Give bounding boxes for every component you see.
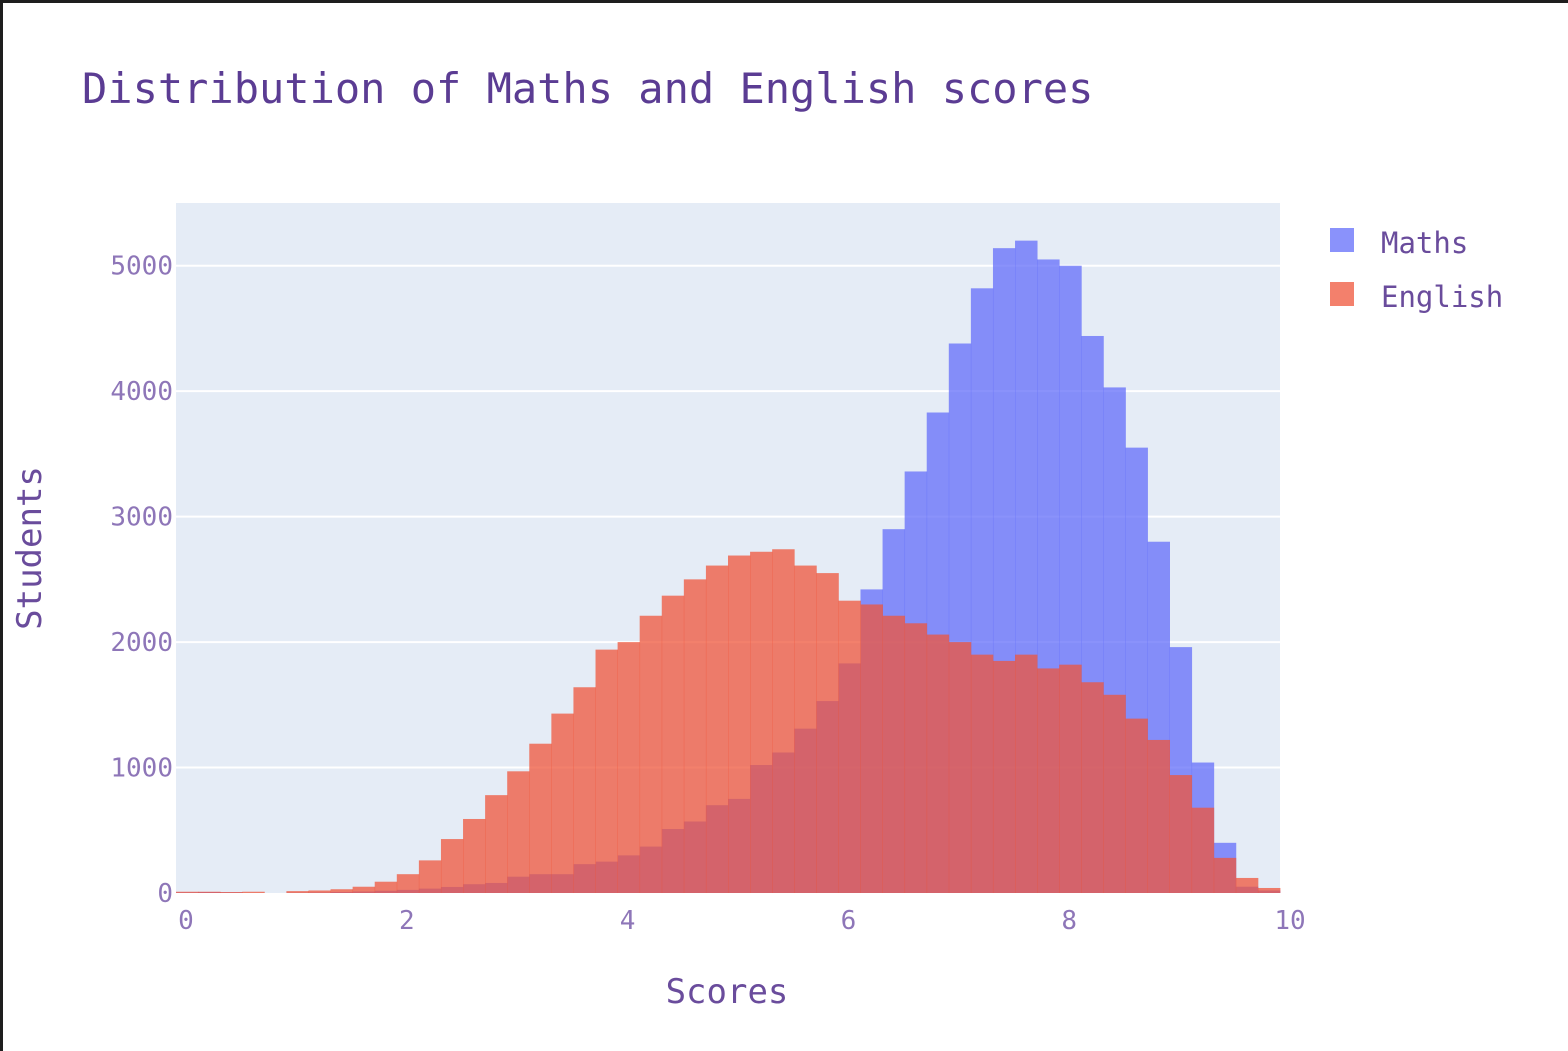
legend-swatch-english [1330,282,1354,306]
bar-english [705,565,729,893]
bar-english [772,549,795,893]
bar-english [1257,887,1281,893]
bar-english [595,649,618,893]
chart-title: Distribution of Maths and English scores [82,64,1093,113]
bar-english [661,595,685,893]
bar-english [816,573,839,893]
bar-english [860,604,883,893]
bar-english [794,565,817,893]
bar-english [551,713,574,893]
x-tick-label: 2 [399,906,415,936]
x-axis-ticks: 0 2 4 6 8 10 [178,906,1305,936]
bar-english [1037,668,1060,893]
x-tick-label: 0 [178,906,194,936]
bar-english [1213,857,1237,893]
bar-english [330,889,354,893]
bar-english [838,600,861,893]
chart-canvas: Distribution of Maths and English scores… [3,3,1568,1051]
y-tick-label: 5000 [110,252,173,282]
bar-english [529,743,552,893]
bar-english [485,795,508,893]
bar-english [882,615,906,893]
bar-english [992,660,1016,893]
bar-english [926,634,950,893]
bar-english [198,891,221,893]
x-tick-label: 10 [1274,906,1305,936]
series-english-bars [176,549,1281,893]
bar-english [573,687,596,893]
legend-item-english[interactable]: English [1330,280,1503,314]
bar-english [1081,682,1104,893]
bar-english [176,891,199,893]
y-axis-ticks: 0 1000 2000 3000 4000 5000 [110,252,173,909]
bar-english [1059,664,1082,893]
bar-english [1235,877,1259,893]
y-tick-label: 3000 [110,503,173,533]
y-tick-label: 0 [157,879,173,909]
bar-english [1169,775,1193,893]
x-tick-label: 4 [620,906,636,936]
y-axis-title: Students [10,466,50,630]
y-tick-label: 4000 [110,377,173,407]
bar-english [220,891,243,893]
bar-english [948,642,972,893]
bar-english [396,874,420,893]
x-tick-label: 8 [1061,906,1077,936]
bar-english [683,579,707,893]
bar-english [374,881,398,893]
bar-english [1015,654,1038,893]
legend-item-maths[interactable]: Maths [1330,226,1468,260]
legend-label-english: English [1381,280,1503,314]
bar-english [1125,718,1148,893]
bar-english [1147,739,1170,893]
bar-english [728,555,751,893]
bar-english [904,623,928,893]
bar-english [1103,694,1126,893]
bar-english [970,654,994,893]
bar-english [418,860,442,893]
bar-english [507,771,530,893]
legend[interactable]: Maths English [1330,226,1503,314]
bar-english [617,642,641,893]
y-tick-label: 1000 [110,754,173,784]
x-tick-label: 6 [841,906,857,936]
bar-english [308,890,331,893]
bar-english [286,891,309,893]
histogram-chart: Distribution of Maths and English scores… [10,64,1503,1012]
x-axis-title: Scores [666,972,789,1012]
bar-english [463,818,486,893]
bar-english [639,615,663,893]
bar-english [440,839,464,893]
legend-swatch-maths [1330,228,1354,252]
bar-english [1191,807,1215,893]
legend-label-maths: Maths [1381,226,1468,260]
bar-english [242,891,265,893]
bar-english [750,551,773,893]
bar-english [352,886,376,893]
y-tick-label: 2000 [110,628,173,658]
